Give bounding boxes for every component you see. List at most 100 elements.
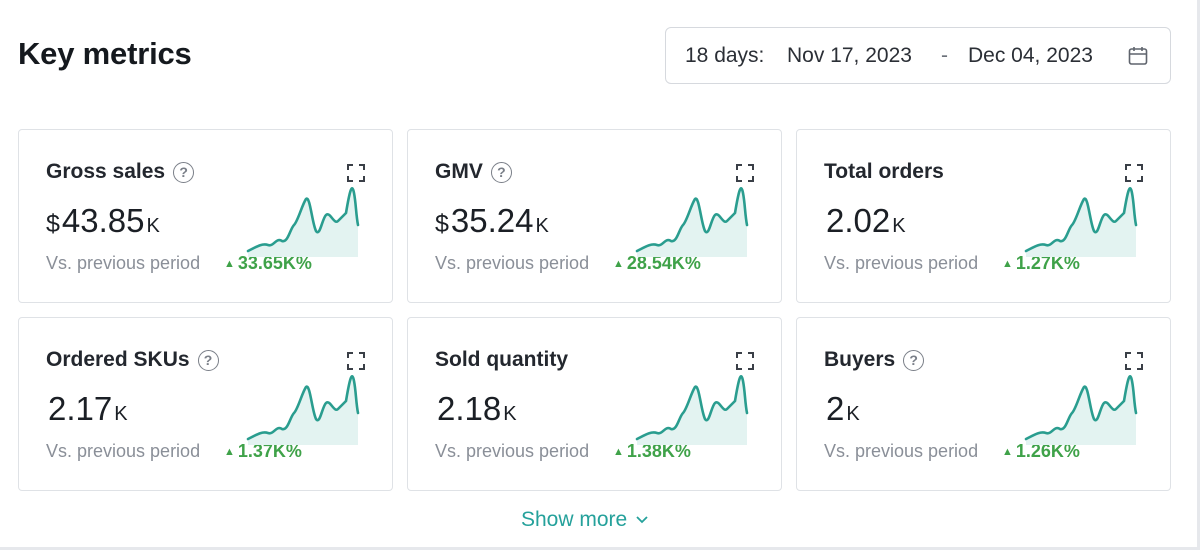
metric-unit: K <box>535 215 549 237</box>
metric-unit: K <box>146 215 160 237</box>
sparkline-area <box>1026 376 1136 445</box>
metric-value: 43.85 <box>61 202 145 239</box>
expand-icon-corner <box>748 364 754 370</box>
arrow-up-icon: ▲ <box>224 445 235 458</box>
sparkline-chart <box>246 187 360 257</box>
metric-label-wrap: Buyers ? <box>824 348 925 372</box>
show-more-label: Show more <box>521 508 628 531</box>
expand-icon-corner <box>359 176 365 182</box>
delta-badge: ▲ 1.37K% <box>224 441 302 462</box>
sparkline-chart <box>246 375 360 445</box>
metric-label-wrap: Ordered SKUs ? <box>46 348 219 372</box>
metric-unit: K <box>892 215 906 237</box>
delta-value: 1.37K% <box>237 441 302 461</box>
delta-badge: ▲ 28.54K% <box>613 253 701 274</box>
delta-value: 1.38K% <box>626 441 691 461</box>
compare-label: Vs. previous period <box>824 441 979 461</box>
metric-value: 2.18 <box>437 390 502 427</box>
metric-value: 2.17 <box>48 390 113 427</box>
expand-icon-corner <box>1125 352 1131 358</box>
metric-label-wrap: Total orders <box>824 160 944 184</box>
question-circle-icon[interactable]: ? <box>490 161 512 183</box>
expand-icon-corner <box>1137 352 1143 358</box>
expand-icon[interactable] <box>735 351 755 371</box>
question-circle-icon[interactable]: ? <box>197 349 219 371</box>
arrow-up-icon: ▲ <box>613 445 624 458</box>
arrow-up-icon: ▲ <box>1002 445 1013 458</box>
arrow-up-icon: ▲ <box>224 257 235 270</box>
expand-icon[interactable] <box>1124 351 1144 371</box>
compare-label: Vs. previous period <box>824 253 979 273</box>
metric-currency: $ <box>46 210 60 238</box>
metric-card-ordered-skus[interactable]: Ordered SKUs ? 2.17 K Vs. previous period… <box>18 317 393 491</box>
compare-label: Vs. previous period <box>46 253 201 273</box>
metric-label: GMV <box>435 160 483 183</box>
metric-label: Gross sales <box>46 160 166 183</box>
metric-value-wrap: $43.85 K <box>46 202 160 240</box>
metric-value: 2.02 <box>826 202 891 239</box>
question-circle-icon[interactable]: ? <box>173 161 195 183</box>
sparkline-area <box>248 376 358 445</box>
expand-icon[interactable] <box>346 163 366 183</box>
expand-icon-corner <box>347 176 353 182</box>
delta-value: 1.26K% <box>1015 441 1080 461</box>
metric-label: Buyers <box>824 348 896 371</box>
compare-label: Vs. previous period <box>435 253 590 273</box>
delta-badge: ▲ 1.26K% <box>1002 441 1080 462</box>
expand-icon-corner <box>736 176 742 182</box>
metric-currency: $ <box>435 210 449 238</box>
metric-unit: K <box>114 403 128 425</box>
metric-label: Total orders <box>824 160 944 183</box>
page-title: Key metrics <box>18 36 192 71</box>
delta-badge: ▲ 1.38K% <box>613 441 691 462</box>
expand-icon[interactable] <box>346 351 366 371</box>
arrow-up-icon: ▲ <box>1002 257 1013 270</box>
expand-icon-corner <box>1125 164 1131 170</box>
sparkline-chart <box>635 187 749 257</box>
metric-label-wrap: Sold quantity <box>435 348 568 372</box>
metric-label-wrap: Gross sales ? <box>46 160 195 184</box>
sparkline-line <box>246 187 360 253</box>
expand-icon[interactable] <box>1124 163 1144 183</box>
sparkline-area <box>637 188 747 257</box>
sparkline-line <box>1024 375 1138 441</box>
delta-badge: ▲ 1.27K% <box>1002 253 1080 274</box>
metric-card-sold-quantity[interactable]: Sold quantity 2.18 K Vs. previous period … <box>407 317 782 491</box>
expand-icon-corner <box>347 364 353 370</box>
metric-value-wrap: 2.18 K <box>435 390 517 428</box>
sparkline-chart <box>635 375 749 445</box>
arrow-up-icon: ▲ <box>613 257 624 270</box>
date-range-picker[interactable]: 18 days: Nov 17, 2023 - Dec 04, 2023 <box>665 27 1171 84</box>
metric-card-gross-sales[interactable]: Gross sales ? $43.85 K Vs. previous perio… <box>18 129 393 303</box>
delta-badge: ▲ 33.65K% <box>224 253 312 274</box>
expand-icon-corner <box>359 164 365 170</box>
metric-unit: K <box>503 403 517 425</box>
sparkline-area <box>1026 188 1136 257</box>
metric-card-total-orders[interactable]: Total orders 2.02 K Vs. previous period ▲… <box>796 129 1171 303</box>
expand-icon-corner <box>736 164 742 170</box>
show-more-button[interactable]: Show more <box>521 508 649 532</box>
expand-icon-corner <box>359 364 365 370</box>
metric-card-gmv[interactable]: GMV ? $35.24 K Vs. previous period ▲ 28.54… <box>407 129 782 303</box>
sparkline-chart <box>1024 187 1138 257</box>
expand-icon[interactable] <box>735 163 755 183</box>
expand-icon-corner <box>347 352 353 358</box>
question-circle-icon[interactable]: ? <box>903 349 925 371</box>
calendar-icon <box>1128 47 1148 65</box>
delta-value: 33.65K% <box>237 253 312 273</box>
expand-icon-corner <box>347 164 353 170</box>
compare-label: Vs. previous period <box>435 441 590 461</box>
metric-unit: K <box>846 403 860 425</box>
delta-value: 28.54K% <box>626 253 701 273</box>
sparkline-line <box>1024 187 1138 253</box>
expand-icon-corner <box>359 352 365 358</box>
date-range-separator: - <box>941 43 948 67</box>
expand-icon-corner <box>1125 364 1131 370</box>
date-range-end: Dec 04, 2023 <box>968 43 1093 67</box>
expand-icon-corner <box>748 176 754 182</box>
metric-label: Sold quantity <box>435 348 568 371</box>
sparkline-chart <box>1024 375 1138 445</box>
sparkline-line <box>635 187 749 253</box>
